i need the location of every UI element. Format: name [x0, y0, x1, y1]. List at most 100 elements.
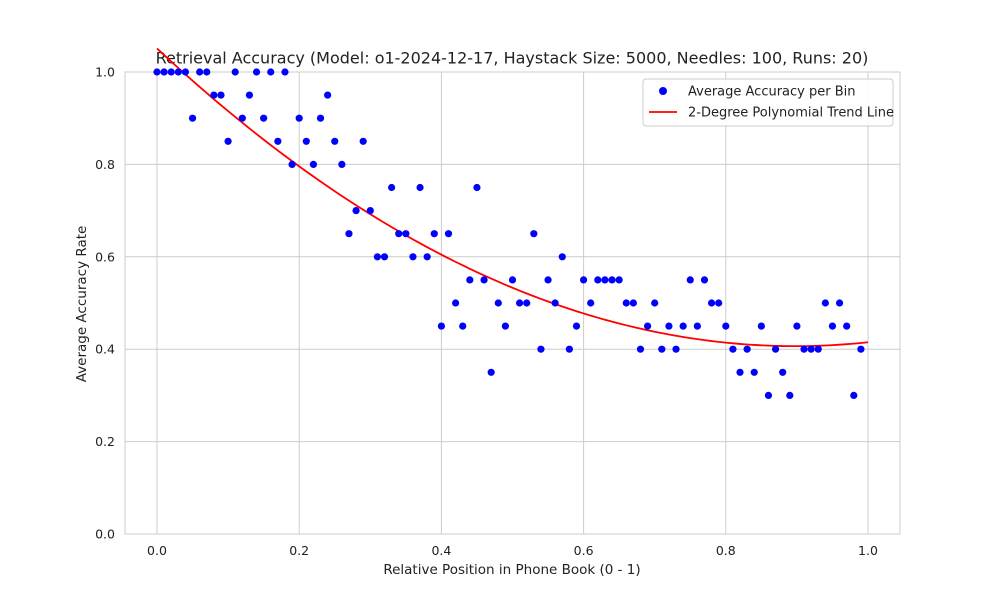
data-point [196, 68, 204, 76]
y-tick-label: 0.8 [95, 157, 115, 172]
x-tick-label: 0.0 [147, 543, 167, 558]
data-point [508, 276, 517, 284]
data-point [480, 276, 488, 284]
data-point [174, 68, 182, 76]
data-point [551, 299, 559, 307]
data-point [665, 322, 673, 330]
data-point [544, 276, 552, 284]
data-point [409, 253, 417, 261]
x-tick-label: 1.0 [858, 543, 878, 558]
y-tick-label: 0.6 [95, 249, 115, 264]
data-point [267, 68, 275, 76]
data-point [565, 345, 573, 353]
data-point [295, 114, 303, 122]
y-tick-label: 0.2 [95, 434, 115, 449]
data-point [288, 160, 296, 168]
data-point [601, 276, 609, 284]
data-point [729, 345, 737, 353]
data-point [153, 68, 161, 76]
data-point [594, 276, 602, 284]
data-point [487, 368, 495, 376]
data-point [800, 345, 808, 353]
data-point [416, 183, 424, 192]
data-point [316, 114, 325, 122]
data-point [679, 322, 687, 330]
data-point [402, 230, 410, 238]
data-point [857, 345, 865, 353]
x-axis: 0.0 0.2 0.4 0.6 0.8 1.0 [147, 543, 878, 558]
data-point [388, 183, 396, 192]
data-point [615, 276, 623, 284]
data-point [736, 368, 744, 376]
data-point [658, 345, 666, 353]
data-point [686, 276, 694, 284]
data-point [750, 368, 758, 376]
data-point [828, 322, 837, 330]
data-point [423, 253, 431, 261]
data-point [779, 368, 787, 376]
y-axis-label: Average Accuracy Rate [74, 226, 90, 383]
data-point [530, 230, 538, 238]
data-point [459, 322, 467, 330]
legend-label-scatter: Average Accuracy per Bin [688, 85, 856, 100]
data-point [786, 391, 794, 399]
grid [125, 71, 900, 535]
y-tick-label: 0.0 [95, 527, 115, 542]
legend-label-trend: 2-Degree Polynomial Trend Line [688, 106, 894, 121]
data-point [224, 137, 232, 145]
legend-box [642, 78, 894, 127]
data-point [843, 322, 851, 330]
data-point [814, 345, 822, 353]
data-point [629, 299, 637, 307]
legend: Average Accuracy per Bin 2-Degree Polyno… [642, 78, 894, 127]
data-point [501, 322, 509, 330]
data-point [181, 68, 190, 76]
data-point [167, 68, 175, 76]
plot-frame [124, 71, 901, 535]
data-point [210, 91, 218, 99]
x-tick-label: 0.2 [289, 543, 309, 558]
data-point [473, 183, 481, 192]
data-point [523, 299, 531, 307]
data-point [707, 299, 716, 307]
data-point [715, 299, 723, 307]
legend-marker-scatter [659, 87, 667, 95]
data-point [771, 345, 780, 353]
data-point [437, 322, 445, 330]
trend-line-series [156, 47, 869, 348]
data-point [309, 160, 318, 168]
data-point [651, 299, 659, 307]
data-point [793, 322, 801, 330]
data-point [587, 299, 595, 307]
data-point [430, 230, 438, 238]
data-point [821, 299, 829, 307]
data-point [359, 137, 367, 145]
data-point [338, 160, 346, 168]
y-axis: 0.0 0.2 0.4 0.6 0.8 1.0 [95, 65, 115, 542]
data-point [494, 299, 502, 307]
data-point [302, 137, 310, 145]
data-point [693, 322, 701, 330]
y-tick-label: 0.4 [95, 342, 115, 357]
data-point [700, 276, 709, 284]
data-point [636, 345, 645, 353]
data-point [743, 345, 751, 353]
x-tick-label: 0.6 [574, 543, 594, 558]
data-point [516, 299, 524, 307]
data-point [466, 276, 474, 284]
data-point [352, 207, 360, 215]
data-point [807, 345, 815, 353]
data-point [345, 230, 353, 238]
data-point [835, 299, 844, 307]
data-point [622, 299, 630, 307]
data-point [188, 114, 197, 122]
x-tick-label: 0.8 [716, 543, 736, 558]
data-point [331, 137, 339, 145]
data-point [203, 68, 211, 76]
x-axis-label: Relative Position in Phone Book (0 - 1) [383, 562, 640, 578]
data-point [217, 91, 225, 99]
data-point [380, 253, 389, 261]
data-point [324, 91, 332, 99]
data-point [366, 207, 374, 215]
